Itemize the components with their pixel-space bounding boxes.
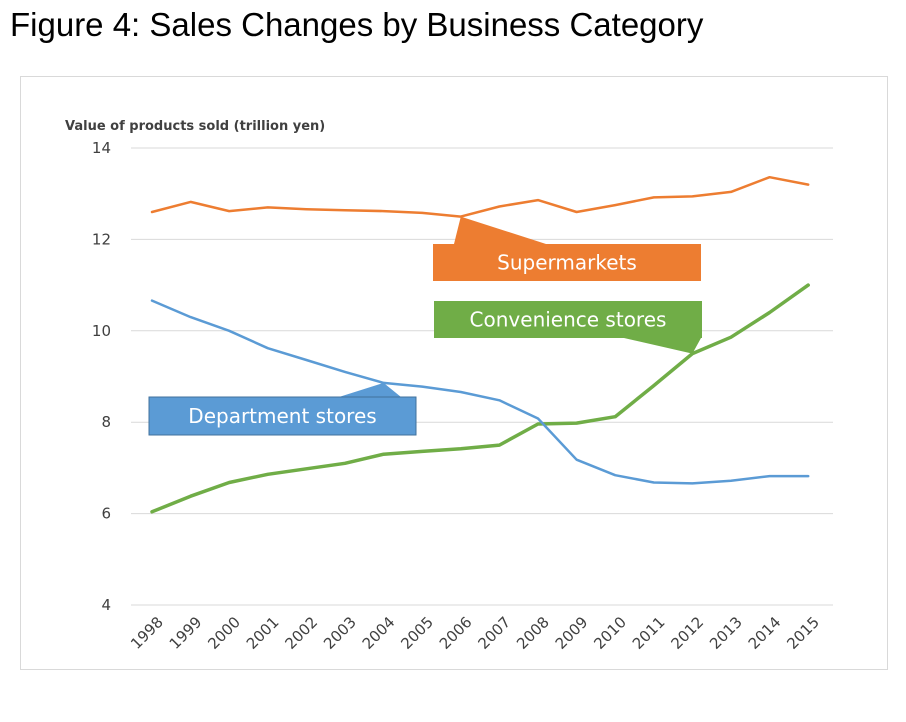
callout-convenience-stores: Convenience stores (434, 301, 702, 354)
series-line-supermarkets (150, 175, 810, 218)
data-point-department-stores (575, 458, 578, 461)
callout-box (148, 396, 417, 436)
callout-label: Department stores (188, 404, 376, 428)
data-point-department-stores (691, 482, 694, 485)
data-point-department-stores (305, 359, 308, 361)
data-point-department-stores (421, 385, 424, 388)
data-point-supermarkets (537, 199, 539, 201)
callout-box (433, 244, 701, 281)
x-tick-label: 2008 (513, 613, 553, 653)
data-point-convenience-stores (421, 450, 424, 453)
data-point-supermarkets (305, 208, 308, 211)
data-point-convenience-stores (653, 384, 655, 387)
callout-pointer (454, 216, 546, 244)
x-tick-label: 2005 (397, 613, 437, 653)
x-tick-label: 2002 (281, 613, 321, 653)
x-tick-label: 2007 (474, 613, 514, 653)
y-tick-label: 10 (92, 322, 111, 340)
data-point-convenience-stores (189, 495, 192, 498)
data-point-department-stores (498, 399, 501, 402)
y-tick-label: 14 (92, 139, 111, 157)
x-tick-label: 1998 (127, 613, 167, 653)
data-point-department-stores (653, 481, 655, 484)
x-tick-label: 2011 (629, 613, 669, 653)
data-point-supermarkets (151, 211, 153, 213)
data-point-convenience-stores (498, 444, 501, 446)
data-point-supermarkets (730, 191, 732, 193)
x-tick-label: 2006 (436, 613, 476, 653)
data-point-supermarkets (614, 204, 616, 206)
data-point-department-stores (614, 474, 616, 477)
x-tick-labels: 1998199920002001200220032004200520062007… (127, 613, 823, 653)
data-point-convenience-stores (807, 284, 809, 286)
data-point-supermarkets (691, 195, 694, 198)
x-tick-label: 2013 (706, 613, 746, 653)
callout-label: Convenience stores (470, 308, 667, 332)
data-point-convenience-stores (305, 468, 308, 470)
data-point-department-stores (730, 479, 732, 482)
callout-pointer (339, 382, 401, 397)
x-tick-label: 2015 (783, 613, 823, 653)
x-tick-label: 2010 (590, 613, 630, 653)
data-point-supermarkets (498, 205, 501, 208)
data-point-convenience-stores (344, 462, 346, 465)
data-point-department-stores (189, 316, 192, 318)
callout-pointer (624, 338, 701, 354)
data-point-convenience-stores (614, 415, 616, 418)
figure-title: Figure 4: Sales Changes by Business Cate… (10, 6, 704, 43)
data-point-supermarkets (267, 206, 269, 209)
data-point-convenience-stores (575, 422, 578, 424)
y-tick-label: 8 (101, 413, 111, 431)
x-tick-label: 2012 (667, 613, 707, 653)
data-point-supermarkets (768, 176, 771, 179)
chart-area: Value of products sold (trillion yen) 4 6… (20, 76, 888, 670)
data-point-department-stores (344, 371, 346, 373)
y-tick-label: 6 (101, 505, 111, 523)
line-chart: Value of products sold (trillion yen) 4 6… (65, 119, 833, 653)
data-point-supermarkets (653, 196, 655, 199)
data-point-supermarkets (807, 183, 809, 186)
data-point-convenience-stores (730, 336, 732, 338)
data-point-convenience-stores (228, 481, 230, 484)
data-point-department-stores (537, 417, 539, 420)
callouts: Supermarkets Convenience stores Department… (148, 216, 702, 436)
callout-department-stores: Department stores (148, 382, 417, 436)
data-point-department-stores (460, 391, 462, 393)
data-point-department-stores (267, 347, 269, 349)
y-axis-label: Value of products sold (trillion yen) (65, 119, 325, 134)
data-point-convenience-stores (768, 311, 771, 314)
y-tick-label: 12 (92, 230, 111, 248)
data-point-supermarkets (575, 211, 578, 213)
data-point-supermarkets (344, 209, 346, 211)
data-point-supermarkets (189, 201, 192, 203)
data-point-department-stores (151, 299, 153, 302)
y-tick-label: 4 (101, 596, 111, 614)
x-tick-label: 1999 (166, 613, 206, 653)
x-tick-label: 2001 (243, 613, 283, 653)
series-line-department-stores (150, 299, 810, 485)
x-tick-label: 2014 (745, 613, 785, 653)
data-point-convenience-stores (537, 423, 539, 425)
data-point-convenience-stores (151, 510, 153, 513)
series-lines (150, 175, 810, 514)
gridlines (131, 147, 833, 606)
data-point-department-stores (228, 330, 230, 332)
data-point-supermarkets (228, 210, 230, 212)
data-point-convenience-stores (267, 473, 269, 476)
y-tick-labels: 4 6 8 10 12 14 (92, 139, 111, 614)
data-point-convenience-stores (460, 447, 462, 450)
data-point-department-stores (807, 475, 809, 477)
x-tick-label: 2009 (552, 613, 592, 653)
data-point-supermarkets (421, 212, 424, 214)
callout-label: Supermarkets (497, 251, 637, 275)
x-tick-label: 2003 (320, 613, 360, 653)
data-point-convenience-stores (382, 453, 385, 455)
data-point-supermarkets (382, 210, 385, 212)
series-line-convenience-stores (150, 283, 810, 514)
x-tick-label: 2004 (359, 613, 399, 653)
data-point-department-stores (768, 475, 771, 477)
callout-supermarkets: Supermarkets (433, 216, 701, 281)
callout-box (434, 301, 702, 338)
x-tick-label: 2000 (204, 613, 244, 653)
